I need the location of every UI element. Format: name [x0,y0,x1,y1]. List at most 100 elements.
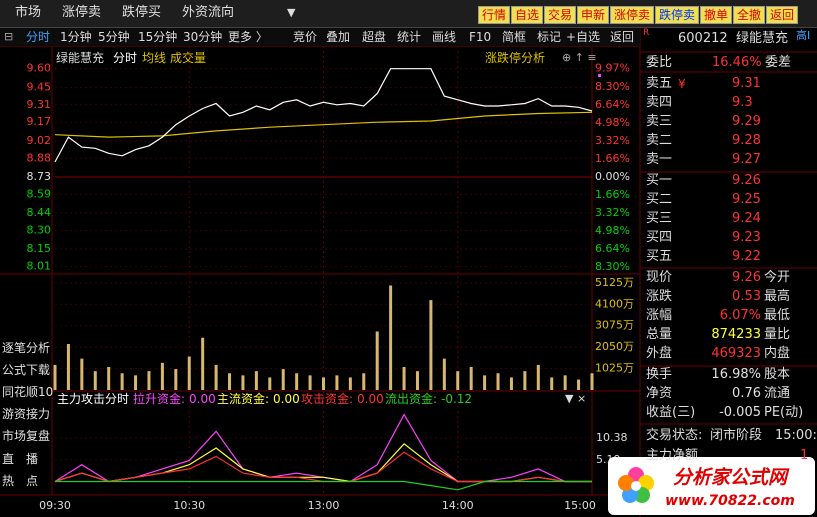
quick-button[interactable]: 行情 [478,6,510,24]
volume-tick-label: 3075万 [595,319,634,332]
volume-bar [456,371,460,390]
tool-button[interactable]: 超盘 [362,30,387,44]
tool-button[interactable]: +自选 [566,30,601,44]
book-label: 卖三 [646,114,673,129]
side-button[interactable]: 同花顺10 [2,385,54,399]
quick-button[interactable]: 跌停卖 [655,6,699,24]
analysis-link[interactable]: 涨跌停分析 [485,51,546,65]
collapse-icon: ⊟ [4,30,14,43]
side-button[interactable]: 热 点 [2,474,39,488]
stat-label: 涨幅 [646,308,673,323]
indicator-tick-label: 10.38 [596,431,628,444]
legend-volume: 成交量 [170,51,207,65]
volume-bar [174,369,178,390]
stock-name: 绿能慧充 [56,51,105,65]
price-tick-label: 9.31 [27,98,52,111]
quick-button[interactable]: 涨停卖 [610,6,654,24]
logo-center [631,481,641,491]
quick-button[interactable]: 申新 [577,6,609,24]
net-value: 1 [800,448,809,463]
stat-value: 16.98% [711,367,761,382]
volume-bar [563,375,567,390]
book-price: 9.29 [732,114,761,129]
tool-button[interactable]: 返回 [610,30,635,44]
tool-button[interactable]: 统计 [397,30,422,44]
side-button[interactable]: 逐笔分析 [2,341,51,355]
indicator-value: 0.00 [357,392,384,406]
volume-bar [107,367,111,390]
menu-item[interactable]: 外资流向 [182,5,235,20]
period-tab[interactable]: 5分钟 [98,30,130,44]
book-label: 买四 [646,230,673,245]
book-price: 9.25 [732,192,761,207]
pct-tick-label: 8.30% [595,260,630,273]
watermark-url: www.70822.com [665,493,795,509]
time-tick-label: 10:30 [173,499,205,512]
menu-item[interactable]: 市场 [15,5,42,20]
logo-petal [618,475,634,491]
volume-bar [214,364,218,390]
price-tick-label: 9.17 [27,115,52,128]
tool-button[interactable]: 标记 [537,30,562,44]
volume-bar [335,375,339,390]
pct-tick-label: 3.32% [595,134,630,147]
volume-bar [483,375,487,390]
volume-bar [577,379,581,390]
stock-code: 600212 [678,31,728,46]
indicator-name: 流出资金: [385,392,438,406]
average-line [54,111,593,138]
tool-button[interactable]: 简框 [502,30,527,44]
menu-bar: 市场 涨停卖 跌停买 外资流向 ▼ 行情 自选 交易 申新 涨停卖 跌停卖 撤单 全撤 返回 [0,0,817,28]
book-label: 买三 [646,211,673,226]
side-button[interactable]: 市场复盘 [2,429,51,443]
watermark-bg [608,457,815,515]
book-label: 卖二 [646,133,673,148]
period-tab[interactable]: 1分钟 [60,30,92,44]
quick-button[interactable]: 自选 [511,6,543,24]
book-price: 9.26 [732,173,761,188]
period-tab[interactable]: 15分钟 [138,30,178,44]
watermark-title: 分析家公式网 [673,467,790,489]
pct-tick-label: 9.97% [595,62,630,75]
period-tab[interactable]: 30分钟 [183,30,223,44]
volume-bar [348,377,352,390]
pct-tick-label: 4.98% [595,116,630,129]
period-tab[interactable]: 分时 [26,30,51,44]
stat-label-2: 股本 [764,367,791,382]
pct-tick-label: 3.32% [595,206,630,219]
indicator-title: 主力攻击分时 [57,392,130,406]
menu-item[interactable]: 涨停卖 [62,5,102,20]
volume-bar [496,373,500,390]
net-label: 主力净额 [646,448,699,463]
tool-button[interactable]: F10 [469,30,492,44]
quick-button[interactable]: 全撤 [733,6,765,24]
stat-value: 9.26 [732,270,761,285]
volume-bar [308,375,312,390]
book-price: 9.22 [732,249,761,264]
volume-bar [550,377,554,390]
indicator-name: 拉升资金: [133,392,186,406]
volume-bar [93,371,97,390]
side-button[interactable]: 直 播 [2,452,39,466]
quick-button[interactable]: 返回 [766,6,798,24]
menu-item[interactable]: 跌停买 [122,5,162,20]
quick-button[interactable]: 交易 [544,6,576,24]
indicator-name: 主流资金: [217,392,270,406]
stat-label-2: 最高 [764,289,791,304]
period-tab[interactable]: 更多 〉 [228,30,268,44]
price-tick-label: 8.44 [27,206,52,219]
stat-value: 469323 [711,346,761,361]
quick-button[interactable]: 撤单 [700,6,732,24]
stat-label: 外盘 [646,346,673,361]
volume-bar [509,377,513,390]
side-button[interactable]: 游资接力 [2,407,51,421]
tool-button[interactable]: 叠加 [326,30,351,44]
time-tick-label: 14:00 [442,499,474,512]
stat-label-2: PE(动) [764,405,804,420]
tool-button[interactable]: 竞价 [293,30,318,44]
book-price: 9.3 [732,95,753,110]
stat-value: 0.76 [732,386,761,401]
side-button[interactable]: 公式下载 [2,363,51,377]
volume-bar [429,300,433,390]
tool-button[interactable]: 画线 [432,30,457,44]
